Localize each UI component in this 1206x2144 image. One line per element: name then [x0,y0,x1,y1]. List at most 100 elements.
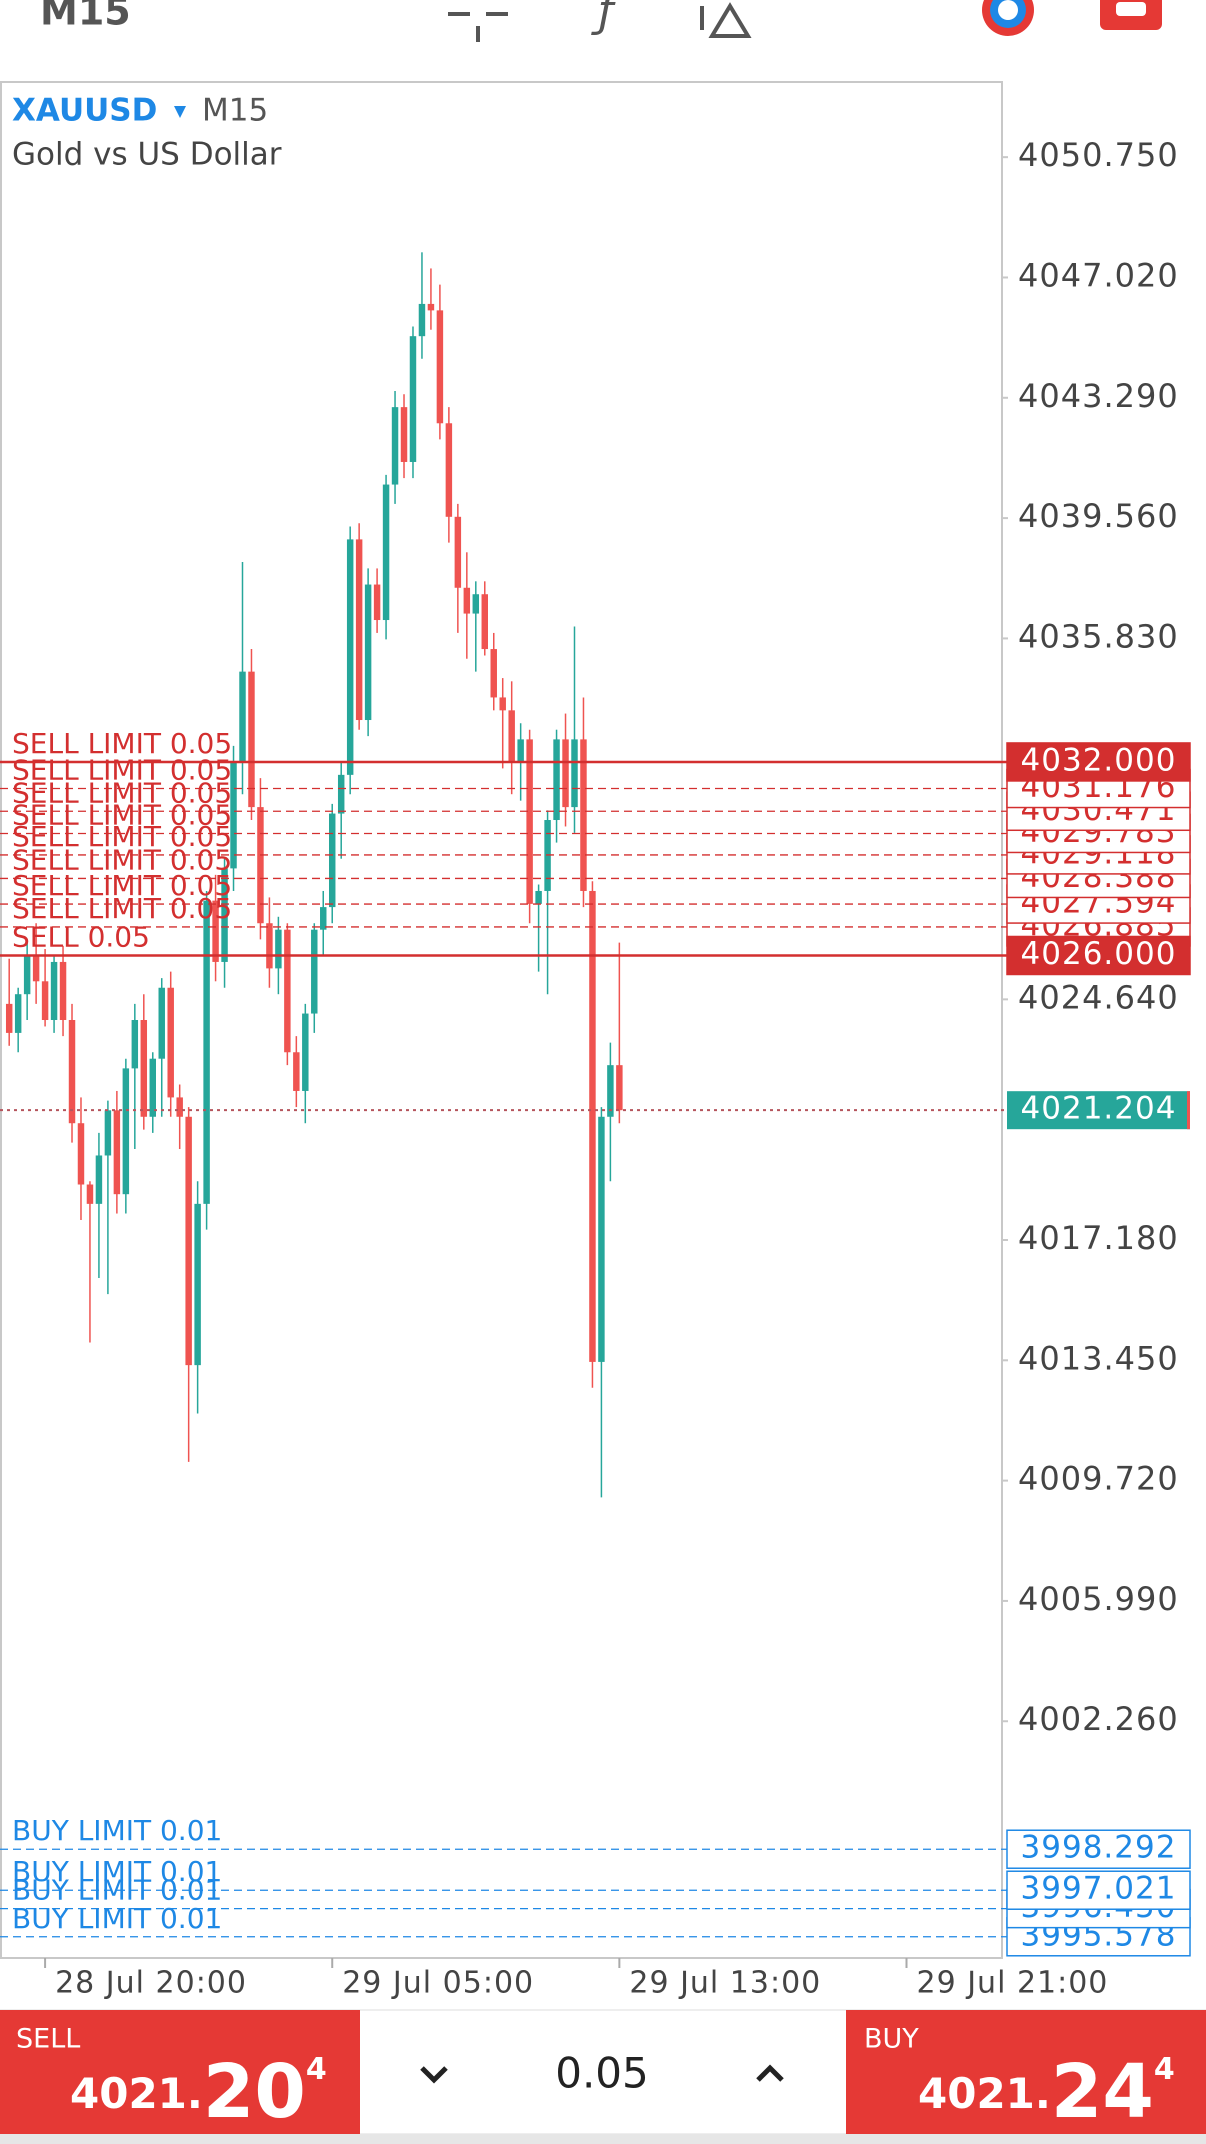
candle-body [194,1203,201,1366]
candle-body [311,929,318,1014]
candle-body [221,868,228,962]
chart-frame [0,81,1003,1959]
chart-timeframe: M15 [202,93,268,129]
candle-body [472,594,480,614]
x-tick-label: 29 Jul 13:00 [629,1966,821,2001]
price-box [1006,1829,1191,1869]
sell-price-pips: 20 [203,2049,306,2135]
candle-body [23,955,31,995]
y-tick-label: 4017.180 [1018,1219,1179,1257]
price-box [1006,742,1191,782]
y-tick-label: 4005.990 [1018,1580,1179,1618]
candle-body [454,516,462,588]
candle-body [275,929,282,969]
candle-body [230,761,237,869]
x-tick-label: 29 Jul 21:00 [917,1966,1109,2001]
candle-body [616,1065,623,1111]
timeframe-button[interactable]: M15 [40,0,131,34]
candle-body [481,594,488,650]
order-label: SELL LIMIT 0.05 [12,776,232,809]
candle-body [400,407,408,462]
candle-body [167,987,174,1098]
order-label: SELL LIMIT 0.05 [12,892,232,925]
candle-body [382,484,390,621]
clock-icon[interactable] [982,0,1034,36]
y-tick-label: 4002.260 [1018,1700,1179,1738]
order-label: BUY LIMIT 0.01 [12,1855,222,1888]
current-price-box-edge [1187,1091,1190,1130]
candle-body [158,987,165,1059]
price-box-label: 3998.292 [1021,1830,1177,1866]
order-label: BUY LIMIT 0.01 [12,1874,222,1907]
order-label: SELL LIMIT 0.05 [12,820,232,853]
candle-body [355,539,363,721]
symbol[interactable]: XAUUSD [12,93,157,129]
buy-price-prefix: 4021. [918,2069,1051,2118]
candle-body [526,739,533,904]
candle-body [77,1123,85,1185]
candle-body [131,1020,139,1069]
candle-body [32,955,40,982]
y-tick-label: 4009.720 [1018,1460,1179,1498]
objects-icon[interactable] [700,2,752,38]
y-tick-label: 4050.750 [1018,136,1179,174]
candle-body [239,671,246,762]
y-tick-label: 4035.830 [1018,617,1179,655]
candle-body [140,1020,148,1117]
candle-body [320,907,327,930]
candle-body [508,710,515,762]
candle-body [5,1003,13,1033]
volume-increase[interactable] [756,2064,784,2082]
candle-body [427,303,435,311]
candle-body [266,923,273,969]
symbol-dropdown[interactable] [174,106,186,118]
candle-body [580,739,587,891]
order-label: SELL LIMIT 0.05 [12,843,232,876]
price-box-label: 4026.000 [1021,936,1177,972]
crosshair-icon[interactable] [448,12,508,42]
buy-button[interactable] [846,2010,1206,2134]
candle-body [203,900,210,1204]
candle-body [562,739,569,808]
price-box-label: 3997.021 [1021,1871,1177,1907]
symbol-description: Gold vs US Dollar [12,137,282,173]
current-price-label: 4021.204 [1021,1091,1177,1127]
y-tick-label: 4024.640 [1018,978,1179,1016]
candle-body [293,1052,300,1091]
order-label: BUY LIMIT 0.01 [12,1814,222,1847]
candle-body [86,1184,94,1204]
candle-body [95,1155,103,1204]
sell-price: 4021.204 [70,2049,327,2135]
candle-body [257,807,264,924]
price-box-label: 4032.000 [1021,742,1177,778]
candle-body [41,981,49,1020]
candle-body [149,1058,156,1117]
y-tick-label: 4013.450 [1018,1339,1179,1377]
y-tick-label: 4039.560 [1018,497,1179,535]
candle-body [436,310,444,424]
candle-body [553,739,560,821]
candle-body [535,890,542,904]
candle-body [68,1020,76,1124]
candle-body [499,697,506,711]
volume[interactable]: 0.05 [555,2049,649,2098]
order-label: SELL LIMIT 0.05 [12,727,232,760]
buy-price-fraction: 4 [1154,2052,1175,2087]
volume-decrease[interactable] [420,2066,448,2084]
candle-body [122,1068,130,1195]
candle-body [337,774,345,814]
candle-body [113,1110,121,1195]
y-tick-label: 4047.020 [1018,256,1179,294]
trade-icon[interactable] [1100,0,1162,30]
candle-body [59,961,67,1020]
candle-body [302,1013,309,1091]
sell-button[interactable] [0,2010,360,2134]
sell-label: SELL [16,2024,80,2055]
candle-body [328,813,336,908]
candle-body [185,1116,192,1366]
candle-body [212,900,219,962]
buy-label: BUY [864,2024,919,2055]
candle-body [104,1110,112,1156]
x-tick-label: 29 Jul 05:00 [342,1966,534,2001]
candle-body [463,587,471,614]
